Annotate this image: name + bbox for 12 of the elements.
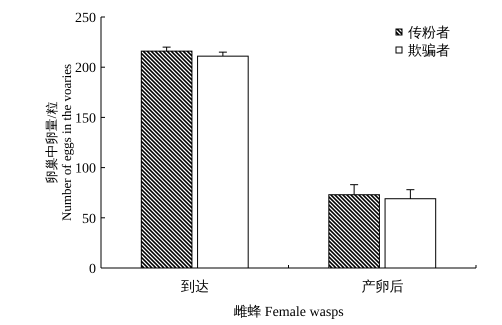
y-tick-label: 0 [89,262,96,277]
y-tick-label: 50 [82,212,96,227]
legend-label: 传粉者 [408,25,450,41]
y-tick-label: 150 [75,111,96,126]
y-tick-label: 100 [75,162,96,177]
x-tick-label: 到达 [180,279,209,295]
y-axis-title: 卵巢中卵量/粒 Number of eggs in the voaries [44,64,74,222]
legend-label: 欺骗者 [408,43,450,59]
y-tick-label: 250 [75,11,96,26]
x-tick-label: 产卵后 [361,279,404,295]
x-axis-title: 雌蜂 Female wasps [233,304,344,320]
y-tick-label: 200 [75,61,96,76]
